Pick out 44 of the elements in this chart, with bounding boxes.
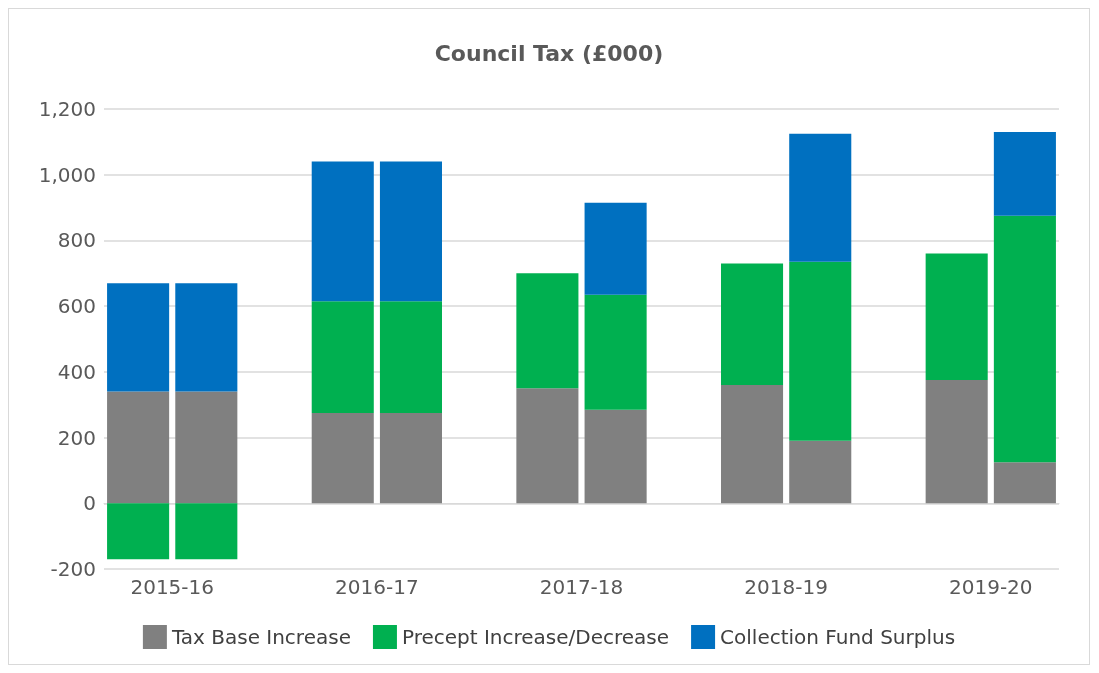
y-tick-label: 600 (57, 294, 96, 319)
bar (516, 273, 579, 389)
bar (311, 301, 374, 413)
bar (993, 132, 1056, 216)
y-tick-label: -200 (50, 557, 96, 581)
x-tick-label: 2017-18 (539, 575, 624, 599)
x-tick-label: 2019-20 (949, 575, 1033, 599)
y-tick-label: 1,000 (38, 162, 96, 187)
bar (175, 391, 238, 504)
bar (993, 215, 1056, 463)
bar (379, 161, 442, 302)
bar (516, 388, 579, 504)
bar (584, 409, 647, 504)
bar (925, 380, 988, 504)
bar (721, 385, 784, 504)
y-tick-label: 800 (57, 228, 96, 253)
bar (584, 202, 647, 295)
chart-title: Council Tax (£000) (434, 40, 664, 66)
bar (175, 503, 238, 560)
bar (107, 503, 170, 560)
x-tick-label: 2016-17 (335, 575, 419, 599)
bar (175, 283, 238, 392)
bar (379, 301, 442, 413)
bar (107, 283, 170, 392)
bar (311, 412, 374, 504)
legend-label: Collection Fund Surplus (720, 625, 956, 649)
legend-label: Tax Base Increase (170, 625, 351, 649)
bar (993, 462, 1056, 504)
bar (789, 261, 852, 441)
bar (107, 391, 170, 504)
y-tick-label: 200 (57, 425, 96, 450)
bar (925, 253, 988, 381)
y-tick-label: 0 (83, 491, 96, 516)
x-tick-label: 2015-16 (130, 575, 214, 599)
legend-label: Precept Increase/Decrease (401, 625, 670, 649)
bar (789, 440, 852, 504)
bar (721, 263, 784, 385)
bar (584, 294, 647, 410)
y-tick-label: 1,200 (38, 97, 96, 121)
bar (789, 133, 852, 262)
bar (379, 412, 442, 504)
x-tick-label: 2018-19 (744, 575, 828, 599)
y-tick-label: 400 (57, 359, 96, 384)
bar (311, 161, 374, 302)
